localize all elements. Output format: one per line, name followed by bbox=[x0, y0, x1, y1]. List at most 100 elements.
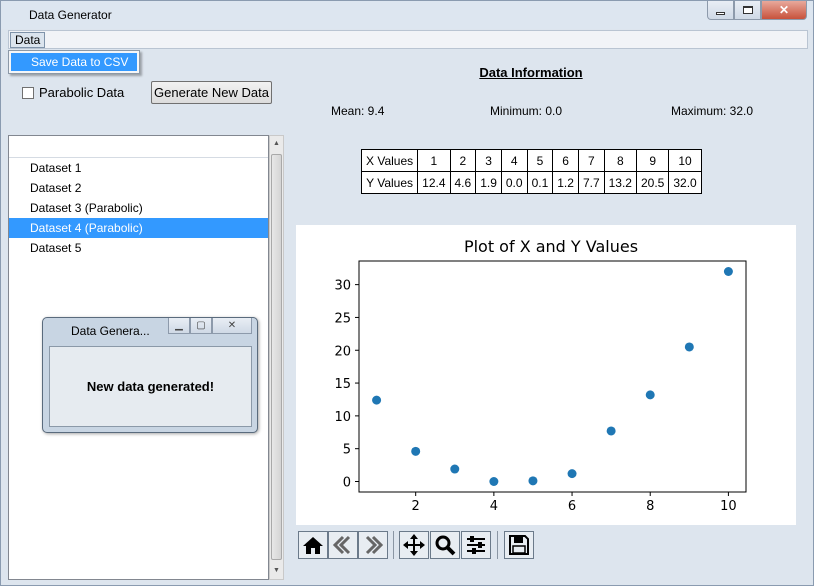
menu-bar: Data bbox=[8, 30, 808, 49]
scatter-chart: Plot of X and Y Values 2 4 6 8 10 0 5 10 15 20 25 3… bbox=[334, 237, 747, 514]
x-values-row: X Values 1 2 3 4 5 6 7 8 9 10 bbox=[360, 149, 702, 172]
save-figure-button[interactable] bbox=[504, 531, 534, 559]
xy-values-table: X Values 1 2 3 4 5 6 7 8 9 10 Y Values 1… bbox=[360, 149, 702, 194]
back-icon bbox=[332, 535, 351, 555]
y-tick-label: 15 bbox=[334, 377, 351, 392]
y-tick-label: 10 bbox=[334, 410, 351, 425]
parabolic-checkbox-label: Parabolic Data bbox=[39, 85, 125, 100]
dialog-close-button[interactable]: ✕ bbox=[212, 318, 252, 334]
table-cell: 13.2 bbox=[603, 171, 637, 194]
x-tick-label: 4 bbox=[490, 499, 498, 514]
y-tick-label: 20 bbox=[334, 344, 351, 359]
list-item[interactable]: Dataset 3 (Parabolic) bbox=[30, 201, 143, 215]
info-dialog: Data Genera... ▁ ▢ ✕ New data generated! bbox=[42, 317, 258, 433]
scrollbar-thumb[interactable] bbox=[271, 154, 282, 560]
window-controls: ✕ bbox=[707, 1, 807, 20]
save-icon bbox=[509, 535, 529, 555]
minimum-label: Minimum: 0.0 bbox=[490, 104, 563, 118]
data-information-heading: Data Information bbox=[479, 65, 583, 80]
dialog-maximize-button[interactable]: ▢ bbox=[190, 318, 212, 334]
data-point bbox=[489, 477, 499, 486]
table-header-y: Y Values bbox=[360, 171, 419, 194]
data-point bbox=[606, 426, 616, 436]
title-bar[interactable]: Data Generator ✕ bbox=[1, 1, 813, 29]
back-button[interactable] bbox=[328, 531, 358, 559]
x-tick-label: 2 bbox=[412, 499, 420, 514]
maximum-label: Maximum: 32.0 bbox=[671, 104, 754, 118]
table-cell: 1.2 bbox=[552, 171, 579, 194]
pan-icon bbox=[403, 534, 425, 556]
window-title: Data Generator bbox=[29, 8, 112, 22]
list-item[interactable]: Dataset 1 bbox=[30, 161, 82, 175]
home-icon bbox=[303, 537, 323, 554]
dialog-title: Data Genera... bbox=[71, 324, 150, 338]
data-point bbox=[528, 476, 538, 486]
menu-data[interactable]: Data bbox=[10, 32, 46, 48]
table-cell: 12.4 bbox=[417, 171, 451, 194]
data-point bbox=[645, 390, 655, 400]
table-cell: 20.5 bbox=[635, 171, 670, 194]
plot-toolbar bbox=[296, 525, 796, 563]
table-header-x: X Values bbox=[360, 149, 419, 172]
checkbox-box[interactable] bbox=[22, 86, 34, 99]
data-menu-dropdown: Save Data to CSV bbox=[8, 50, 140, 74]
axes-frame bbox=[358, 260, 747, 493]
table-cell: 32.0 bbox=[668, 171, 702, 194]
table-cell: 7.7 bbox=[577, 171, 605, 194]
list-item[interactable]: Dataset 2 bbox=[30, 181, 82, 195]
chart-title: Plot of X and Y Values bbox=[464, 237, 638, 256]
table-cell: 1 bbox=[417, 149, 451, 172]
maximize-button[interactable] bbox=[734, 1, 761, 20]
scroll-up-icon[interactable]: ▲ bbox=[273, 140, 280, 147]
close-button[interactable]: ✕ bbox=[761, 1, 807, 20]
dialog-controls: ▁ ▢ ✕ bbox=[168, 318, 252, 334]
zoom-icon bbox=[435, 535, 456, 556]
table-cell: 9 bbox=[635, 149, 670, 172]
x-tick-label: 6 bbox=[568, 499, 576, 514]
list-header bbox=[9, 136, 268, 158]
toolbar-separator bbox=[393, 531, 394, 559]
y-tick-label: 25 bbox=[334, 311, 351, 326]
table-cell: 1.9 bbox=[475, 171, 502, 194]
minimize-icon bbox=[716, 11, 725, 15]
configure-icon bbox=[467, 536, 485, 554]
pan-button[interactable] bbox=[399, 531, 429, 559]
toolbar-separator bbox=[497, 531, 498, 559]
forward-button[interactable] bbox=[358, 531, 388, 559]
y-values-row: Y Values 12.4 4.6 1.9 0.0 0.1 1.2 7.7 13… bbox=[360, 171, 702, 194]
maximize-icon: ▢ bbox=[196, 320, 206, 331]
minimize-icon: ▁ bbox=[175, 320, 183, 331]
table-cell: 7 bbox=[577, 149, 605, 172]
close-icon: ✕ bbox=[778, 3, 790, 17]
data-point bbox=[567, 469, 577, 479]
data-point bbox=[684, 342, 694, 352]
table-cell: 4 bbox=[500, 149, 528, 172]
table-cell: 3 bbox=[475, 149, 502, 172]
list-item[interactable]: Dataset 5 bbox=[30, 241, 82, 255]
list-item-selected[interactable]: Dataset 4 (Parabolic) bbox=[9, 218, 268, 238]
data-point bbox=[411, 446, 421, 456]
dialog-message: New data generated! bbox=[49, 346, 252, 427]
generate-new-data-button[interactable]: Generate New Data bbox=[151, 81, 272, 104]
table-cell: 4.6 bbox=[449, 171, 477, 194]
parabolic-checkbox[interactable]: Parabolic Data bbox=[22, 85, 124, 100]
home-button[interactable] bbox=[298, 531, 328, 559]
configure-button[interactable] bbox=[461, 531, 491, 559]
dialog-minimize-button[interactable]: ▁ bbox=[168, 318, 190, 334]
list-scrollbar[interactable]: ▲ ▼ bbox=[269, 135, 284, 580]
close-icon: ✕ bbox=[227, 320, 237, 331]
x-tick-label: 10 bbox=[720, 499, 737, 514]
menu-item-save-csv[interactable]: Save Data to CSV bbox=[11, 53, 137, 71]
y-tick-label: 0 bbox=[343, 476, 351, 491]
table-cell: 0.0 bbox=[500, 171, 528, 194]
scroll-down-icon[interactable]: ▼ bbox=[273, 567, 280, 574]
zoom-button[interactable] bbox=[430, 531, 460, 559]
table-cell: 0.1 bbox=[526, 171, 554, 194]
table-cell: 2 bbox=[449, 149, 477, 172]
minimize-button[interactable] bbox=[707, 1, 734, 20]
table-cell: 5 bbox=[526, 149, 554, 172]
table-cell: 8 bbox=[603, 149, 637, 172]
plot-area[interactable]: Plot of X and Y Values 2 4 6 8 10 0 5 10 15 20 25 3… bbox=[296, 225, 796, 525]
table-cell: 10 bbox=[668, 149, 702, 172]
mean-label: Mean: 9.4 bbox=[331, 104, 385, 118]
